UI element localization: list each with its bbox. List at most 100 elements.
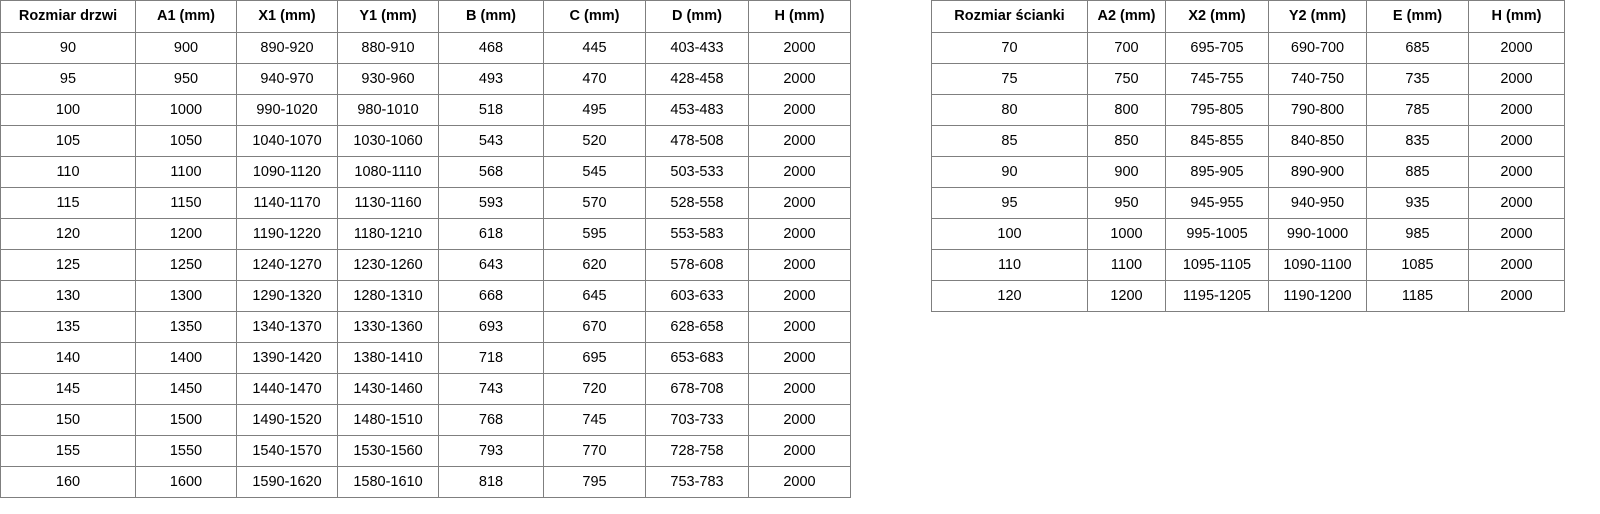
cell-h: 2000 xyxy=(748,466,851,498)
cell-a2: 1100 xyxy=(1087,249,1166,281)
cell-d: 653-683 xyxy=(645,342,749,374)
cell-h: 2000 xyxy=(748,63,851,95)
cell-b: 718 xyxy=(438,342,544,374)
cell-y1: 1580-1610 xyxy=(337,466,439,498)
cell-c: 770 xyxy=(543,435,646,467)
cell-h: 2000 xyxy=(748,342,851,374)
cell-h: 2000 xyxy=(748,435,851,467)
column-header-a1: A1 (mm) xyxy=(135,0,237,33)
cell-x2: 745-755 xyxy=(1165,63,1269,95)
cell-d: 578-608 xyxy=(645,249,749,281)
cell-y1: 1030-1060 xyxy=(337,125,439,157)
column-header-y2: Y2 (mm) xyxy=(1268,0,1367,33)
cell-y2: 790-800 xyxy=(1268,94,1367,126)
cell-x1: 1240-1270 xyxy=(236,249,338,281)
cell-b: 818 xyxy=(438,466,544,498)
table-header-row: Rozmiar ścianki A2 (mm) X2 (mm) Y2 (mm) … xyxy=(931,0,1565,33)
cell-rozmiar-drzwi: 105 xyxy=(0,125,136,157)
column-header-x2: X2 (mm) xyxy=(1165,0,1269,33)
cell-h: 2000 xyxy=(748,32,851,64)
column-header-a2: A2 (mm) xyxy=(1087,0,1166,33)
cell-rozmiar-scianki: 75 xyxy=(931,63,1088,95)
cell-x1: 1290-1320 xyxy=(236,280,338,312)
cell-rozmiar-drzwi: 125 xyxy=(0,249,136,281)
cell-a1: 950 xyxy=(135,63,237,95)
cell-x2: 695-705 xyxy=(1165,32,1269,64)
cell-y1: 880-910 xyxy=(337,32,439,64)
cell-a2: 800 xyxy=(1087,94,1166,126)
cell-a1: 900 xyxy=(135,32,237,64)
cell-rozmiar-scianki: 80 xyxy=(931,94,1088,126)
walls-dimension-table: Rozmiar ścianki A2 (mm) X2 (mm) Y2 (mm) … xyxy=(931,0,1565,312)
cell-h: 2000 xyxy=(748,156,851,188)
cell-h: 2000 xyxy=(1468,218,1565,250)
cell-rozmiar-drzwi: 150 xyxy=(0,404,136,436)
cell-y1: 1230-1260 xyxy=(337,249,439,281)
cell-e: 835 xyxy=(1366,125,1469,157)
cell-h: 2000 xyxy=(748,218,851,250)
column-header-rozmiar-drzwi: Rozmiar drzwi xyxy=(0,0,136,33)
cell-x1: 890-920 xyxy=(236,32,338,64)
table-row: 135 1350 1340-1370 1330-1360 693 670 628… xyxy=(0,311,851,343)
cell-y2: 840-850 xyxy=(1268,125,1367,157)
table-row: 110 1100 1095-1105 1090-1100 1085 2000 xyxy=(931,249,1565,281)
cell-c: 745 xyxy=(543,404,646,436)
cell-d: 428-458 xyxy=(645,63,749,95)
cell-a1: 1400 xyxy=(135,342,237,374)
cell-x1: 1190-1220 xyxy=(236,218,338,250)
cell-a1: 1150 xyxy=(135,187,237,219)
cell-e: 685 xyxy=(1366,32,1469,64)
cell-rozmiar-drzwi: 115 xyxy=(0,187,136,219)
cell-b: 618 xyxy=(438,218,544,250)
cell-rozmiar-drzwi: 95 xyxy=(0,63,136,95)
table-row: 75 750 745-755 740-750 735 2000 xyxy=(931,63,1565,95)
table-row: 130 1300 1290-1320 1280-1310 668 645 603… xyxy=(0,280,851,312)
column-header-c: C (mm) xyxy=(543,0,646,33)
cell-rozmiar-drzwi: 140 xyxy=(0,342,136,374)
table-header-row: Rozmiar drzwi A1 (mm) X1 (mm) Y1 (mm) B … xyxy=(0,0,851,33)
cell-b: 693 xyxy=(438,311,544,343)
cell-y2: 890-900 xyxy=(1268,156,1367,188)
cell-b: 468 xyxy=(438,32,544,64)
cell-x2: 895-905 xyxy=(1165,156,1269,188)
cell-x2: 845-855 xyxy=(1165,125,1269,157)
cell-d: 628-658 xyxy=(645,311,749,343)
cell-e: 1185 xyxy=(1366,280,1469,312)
cell-y2: 940-950 xyxy=(1268,187,1367,219)
cell-rozmiar-drzwi: 120 xyxy=(0,218,136,250)
cell-x1: 1540-1570 xyxy=(236,435,338,467)
column-header-h: H (mm) xyxy=(1468,0,1565,33)
cell-b: 568 xyxy=(438,156,544,188)
cell-x1: 1040-1070 xyxy=(236,125,338,157)
cell-rozmiar-scianki: 120 xyxy=(931,280,1088,312)
cell-rozmiar-scianki: 85 xyxy=(931,125,1088,157)
cell-y1: 930-960 xyxy=(337,63,439,95)
doors-dimension-table-container: Rozmiar drzwi A1 (mm) X1 (mm) Y1 (mm) B … xyxy=(0,0,851,498)
cell-a2: 850 xyxy=(1087,125,1166,157)
cell-h: 2000 xyxy=(748,280,851,312)
cell-b: 768 xyxy=(438,404,544,436)
cell-h: 2000 xyxy=(1468,125,1565,157)
column-header-e: E (mm) xyxy=(1366,0,1469,33)
cell-a1: 1200 xyxy=(135,218,237,250)
cell-h: 2000 xyxy=(748,125,851,157)
cell-x1: 1590-1620 xyxy=(236,466,338,498)
cell-x2: 795-805 xyxy=(1165,94,1269,126)
cell-d: 603-633 xyxy=(645,280,749,312)
table-row: 155 1550 1540-1570 1530-1560 793 770 728… xyxy=(0,435,851,467)
table-row: 105 1050 1040-1070 1030-1060 543 520 478… xyxy=(0,125,851,157)
table-row: 150 1500 1490-1520 1480-1510 768 745 703… xyxy=(0,404,851,436)
table-row: 85 850 845-855 840-850 835 2000 xyxy=(931,125,1565,157)
cell-h: 2000 xyxy=(1468,63,1565,95)
table-row: 110 1100 1090-1120 1080-1110 568 545 503… xyxy=(0,156,851,188)
cell-e: 935 xyxy=(1366,187,1469,219)
cell-rozmiar-drzwi: 130 xyxy=(0,280,136,312)
cell-x1: 1440-1470 xyxy=(236,373,338,405)
cell-a1: 1350 xyxy=(135,311,237,343)
column-header-d: D (mm) xyxy=(645,0,749,33)
cell-h: 2000 xyxy=(1468,32,1565,64)
cell-rozmiar-drzwi: 90 xyxy=(0,32,136,64)
cell-h: 2000 xyxy=(748,373,851,405)
cell-h: 2000 xyxy=(748,404,851,436)
